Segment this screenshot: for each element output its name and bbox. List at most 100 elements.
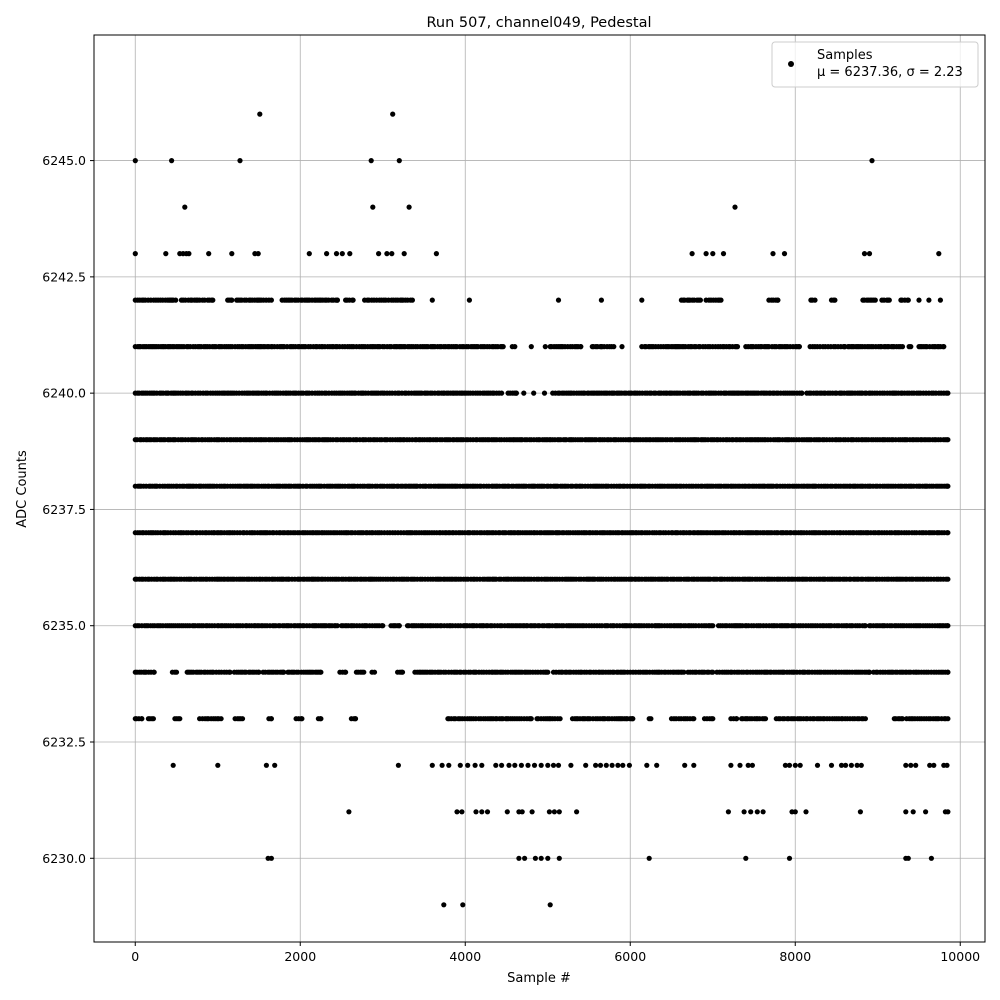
data-point [346,809,352,815]
data-point [521,390,527,396]
data-point [263,762,269,768]
data-point [760,809,766,815]
data-point [151,669,157,675]
data-point [748,809,754,815]
data-point [518,762,525,768]
data-point [170,762,176,768]
data-point [499,762,505,768]
data-point [429,762,435,768]
data-point [691,716,697,722]
data-point [936,251,942,257]
data-point [945,669,951,675]
data-point [182,204,188,210]
data-point [905,855,911,861]
data-point [908,344,914,350]
data-point [268,855,274,861]
data-point [937,297,944,303]
data-point [945,716,951,722]
data-point [229,297,235,303]
data-point [396,158,402,164]
data-point [409,297,415,303]
y-tick-label: 6242.5 [42,269,86,284]
data-point [796,344,803,350]
data-point [718,297,724,303]
data-point [525,762,531,768]
y-tick-label: 6237.5 [42,502,86,517]
data-point [352,716,359,722]
x-axis-ticks: 0 2000 4000 6000 8000 10000 [131,942,980,964]
data-point [186,251,192,257]
data-point [775,297,781,303]
data-point [239,716,246,722]
data-point [619,344,625,350]
data-point [908,762,914,768]
data-point [583,762,589,768]
data-point [745,762,751,768]
data-point [390,111,396,117]
data-point [556,809,562,815]
data-point [857,809,864,815]
data-point [551,809,558,815]
data-point [439,762,445,768]
data-point [927,762,933,768]
data-point [710,716,716,722]
data-point [371,669,378,675]
data-point [862,716,869,722]
data-point [256,669,262,675]
data-point [557,716,563,722]
x-tick-label: 2000 [284,949,316,964]
data-point [681,669,687,675]
data-point [500,344,506,350]
data-point [578,344,584,350]
data-point [928,855,935,861]
data-point [754,809,760,815]
data-point [862,623,869,629]
data-point [872,297,878,303]
data-point [460,902,466,908]
data-point [626,762,633,768]
y-tick-label: 6235.0 [42,618,86,633]
data-point [797,762,803,768]
data-point [648,716,654,722]
data-point [945,437,951,443]
data-point [931,762,937,768]
data-point [459,809,465,815]
legend-box [771,41,979,88]
data-point [743,855,749,861]
data-point [689,251,695,257]
data-point [728,762,734,768]
data-point [132,158,138,164]
data-point [466,297,472,303]
data-point [945,576,951,582]
data-point [903,762,909,768]
data-point [506,762,512,768]
data-point [395,762,401,768]
data-point [531,762,538,768]
data-point [380,623,386,629]
data-point [646,855,652,861]
data-point [858,762,864,768]
data-point [609,762,615,768]
data-point [299,716,305,722]
data-point [281,669,287,675]
data-point [215,762,221,768]
data-point [828,762,835,768]
data-point [703,251,709,257]
data-point [603,762,609,768]
data-point [547,902,553,908]
data-point [597,762,604,768]
y-axis-ticks: 6230.0 6232.5 6235.0 6237.5 6240.0 6242.5 6245… [42,153,94,866]
y-tick-label: 6245.0 [42,153,86,168]
data-point [838,762,845,768]
data-point [210,297,216,303]
data-point [237,158,243,164]
data-point [803,809,809,815]
data-point [545,762,551,768]
data-point [905,297,911,303]
data-point [945,623,951,629]
data-point [734,344,741,350]
data-point [347,251,353,257]
data-point [229,251,235,257]
data-point [257,111,263,117]
